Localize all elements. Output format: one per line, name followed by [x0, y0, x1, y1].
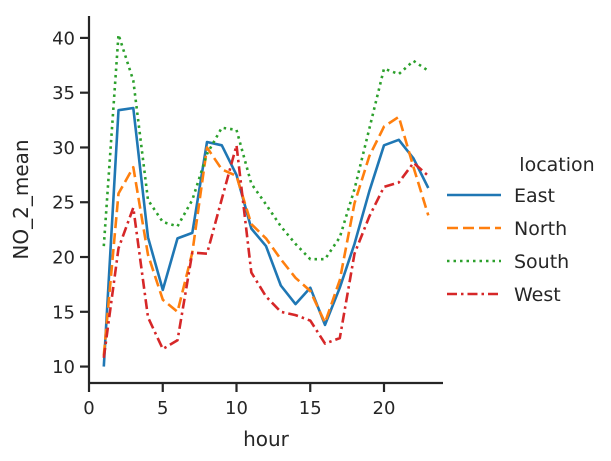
x-tick-label: 5 [157, 398, 168, 419]
legend-title: location [519, 154, 594, 176]
series-layer [102, 33, 430, 367]
x-tick-label: 20 [373, 398, 396, 419]
y-tick-label: 20 [52, 248, 75, 269]
x-tick-label: 15 [299, 398, 322, 419]
y-tick-label: 25 [52, 193, 75, 214]
x-tick-label: 0 [83, 398, 94, 419]
series-line-north [102, 115, 430, 356]
axes: 0 5 10 15 20 10 15 20 25 30 35 40 [52, 16, 443, 419]
x-axis-title: hour [243, 427, 290, 451]
y-axis-title: NO_2_mean [9, 139, 33, 259]
series-line-west [102, 144, 430, 358]
y-tick-label: 30 [52, 138, 75, 159]
legend: location East North South West [447, 154, 595, 306]
legend-label-south: South [514, 251, 569, 273]
y-tick-label: 10 [52, 357, 75, 378]
legend-label-west: West [514, 284, 561, 306]
y-tick-label: 15 [52, 302, 75, 323]
legend-label-east: East [514, 185, 555, 207]
y-tick-label: 35 [52, 83, 75, 104]
series-line-south [102, 33, 430, 261]
series-line-east [102, 106, 430, 367]
y-tick-label: 40 [52, 28, 75, 49]
x-tick-label: 10 [225, 398, 248, 419]
legend-label-north: North [514, 218, 567, 240]
